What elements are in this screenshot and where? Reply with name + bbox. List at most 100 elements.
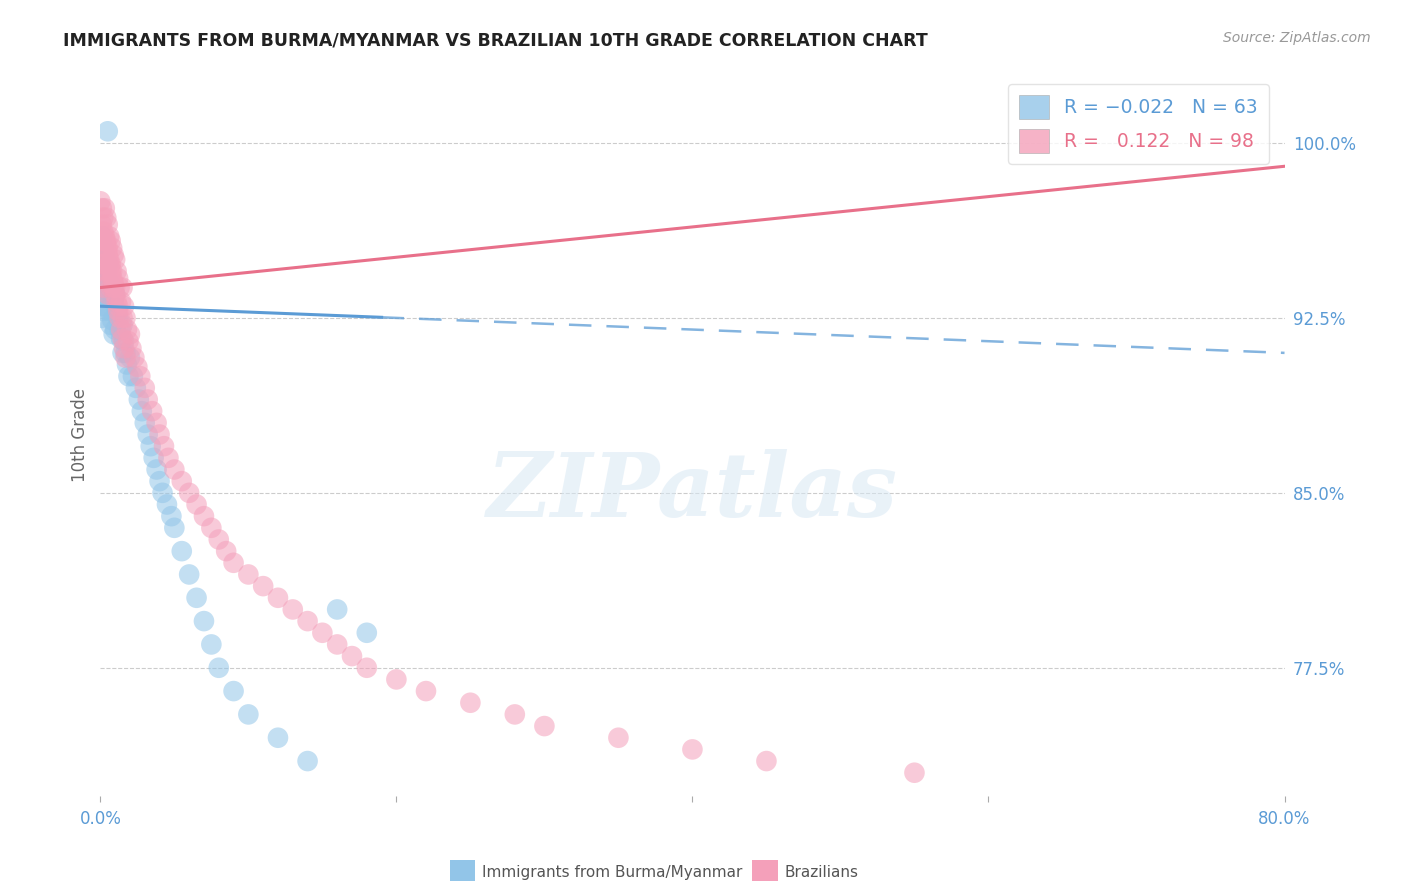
Point [103, 294, 125, 309]
Point [96, 264, 118, 278]
Point [105, 264, 128, 278]
Point [110, 294, 132, 309]
Point [104, 252, 127, 267]
Point [153, 439, 176, 453]
Point [96, 234, 118, 248]
Point [326, 602, 349, 616]
Point [186, 591, 208, 605]
Point [97, 257, 120, 271]
Point [105, 294, 128, 309]
Point [125, 381, 148, 395]
Point [100, 280, 122, 294]
Point [94, 248, 117, 262]
Point [104, 287, 127, 301]
Point [118, 327, 141, 342]
Point [98, 276, 121, 290]
Point [131, 404, 153, 418]
Point [112, 334, 135, 349]
Point [681, 742, 703, 756]
Point [90, 276, 112, 290]
Text: ZIPatlas: ZIPatlas [486, 449, 898, 535]
Point [152, 485, 174, 500]
Point [114, 346, 136, 360]
Point [297, 754, 319, 768]
Point [136, 392, 159, 407]
Point [89, 252, 111, 267]
Point [122, 369, 145, 384]
Point [222, 556, 245, 570]
Point [179, 567, 201, 582]
Point [107, 310, 129, 325]
Point [117, 334, 139, 349]
Point [96, 211, 118, 225]
Point [90, 248, 112, 262]
Point [208, 533, 231, 547]
Point [134, 416, 156, 430]
Point [90, 201, 112, 215]
Point [91, 225, 114, 239]
Point [415, 684, 437, 698]
Point [101, 280, 124, 294]
Point [97, 264, 120, 278]
Point [356, 661, 378, 675]
Point [238, 707, 260, 722]
Point [460, 696, 482, 710]
Point [105, 304, 128, 318]
Point [163, 521, 186, 535]
Point [104, 280, 127, 294]
Point [755, 754, 778, 768]
Point [238, 567, 260, 582]
Point [91, 211, 114, 225]
Point [157, 450, 180, 465]
Point [97, 287, 120, 301]
Point [139, 439, 162, 453]
Point [96, 264, 118, 278]
Point [108, 322, 131, 336]
Point [100, 264, 122, 278]
Text: IMMIGRANTS FROM BURMA/MYANMAR VS BRAZILIAN 10TH GRADE CORRELATION CHART: IMMIGRANTS FROM BURMA/MYANMAR VS BRAZILI… [63, 31, 928, 49]
Point [103, 248, 125, 262]
Point [104, 287, 127, 301]
Point [503, 707, 526, 722]
Point [193, 614, 215, 628]
Point [97, 218, 120, 232]
Point [115, 358, 138, 372]
Point [91, 257, 114, 271]
Point [94, 257, 117, 271]
Point [97, 287, 120, 301]
Point [100, 287, 122, 301]
Point [89, 264, 111, 278]
Point [98, 276, 121, 290]
Point [98, 257, 121, 271]
Point [90, 218, 112, 232]
Point [90, 310, 112, 325]
Point [101, 241, 124, 255]
Point [128, 392, 150, 407]
Point [533, 719, 555, 733]
Point [89, 194, 111, 209]
Point [208, 661, 231, 675]
Point [98, 304, 121, 318]
Point [115, 322, 138, 336]
Text: Source: ZipAtlas.com: Source: ZipAtlas.com [1223, 31, 1371, 45]
Point [91, 234, 114, 248]
Point [186, 498, 208, 512]
Point [385, 673, 408, 687]
Point [111, 318, 134, 332]
Point [118, 351, 141, 365]
Point [94, 271, 117, 285]
Point [103, 280, 125, 294]
Point [200, 521, 222, 535]
Point [111, 332, 134, 346]
Point [101, 313, 124, 327]
Point [114, 351, 136, 365]
Point [160, 509, 183, 524]
Point [222, 684, 245, 698]
Point [107, 299, 129, 313]
Point [89, 287, 111, 301]
Legend: R = −0.022   N = 63, R =   0.122   N = 98: R = −0.022 N = 63, R = 0.122 N = 98 [1008, 84, 1270, 164]
Point [170, 474, 193, 488]
Point [98, 229, 121, 244]
Point [101, 271, 124, 285]
Point [110, 322, 132, 336]
